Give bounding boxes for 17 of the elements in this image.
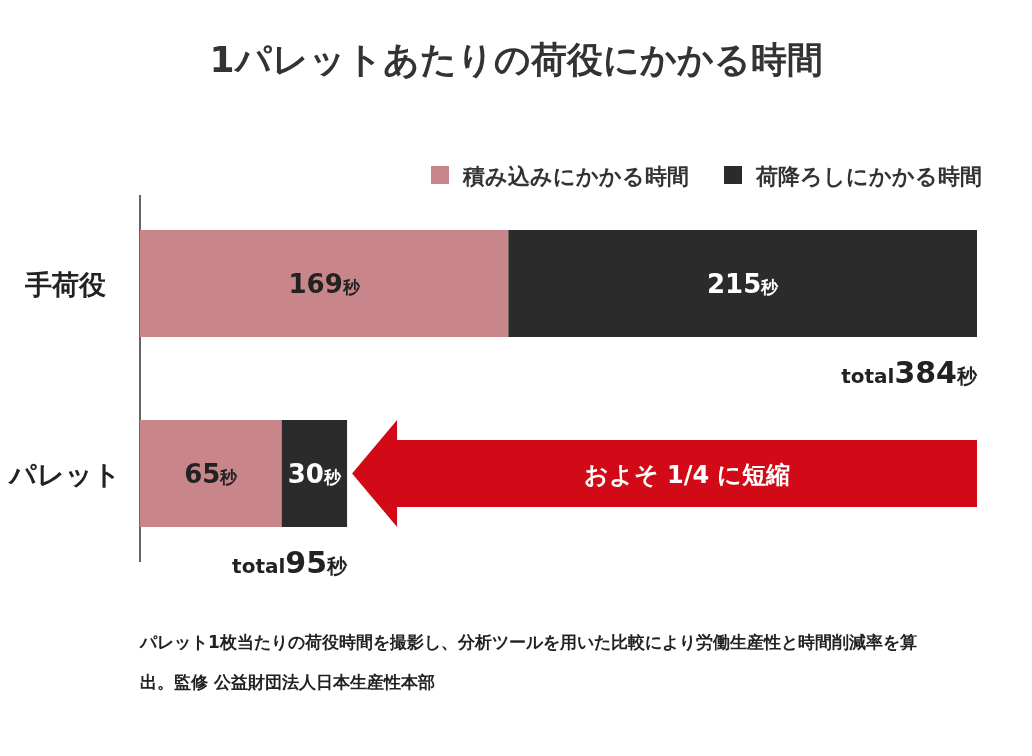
y-tick-label: パレット (7, 458, 121, 490)
bar (281, 420, 348, 527)
bar (508, 230, 977, 337)
total-label: total95秒 (232, 545, 349, 580)
bar (140, 230, 509, 337)
data-label: 30秒 (287, 458, 342, 489)
total-label: total384秒 (841, 355, 978, 390)
bar (140, 420, 282, 527)
legend-label: 荷降ろしにかかる時間 (755, 164, 982, 189)
data-label: 169秒 (288, 268, 361, 299)
data-label: 65秒 (184, 458, 239, 489)
text: パレット1枚当たりの荷役時間を撮影し、分析ツールを用いた比較により労働生産性と時間削減率を算出。監修 公益財団法人日本生産性本部 (140, 631, 918, 694)
data-label: 215秒 (707, 268, 780, 299)
legend-label: 積み込みにかかる時間 (462, 164, 689, 189)
chart-title: 1パレットあたりの荷役にかかる時間 (209, 39, 823, 80)
annotation: およそ 1/4 に短縮 (583, 460, 791, 489)
y-tick-label: 手荷役 (23, 268, 106, 300)
